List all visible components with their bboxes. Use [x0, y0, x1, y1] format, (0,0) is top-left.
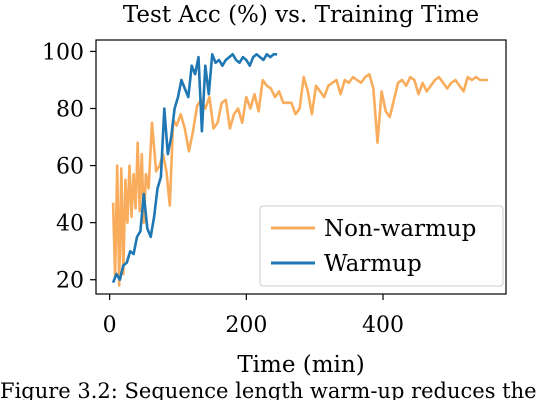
- y-tick-label-40: 40: [56, 212, 84, 237]
- plot-frame: [95, 39, 507, 295]
- axis-ticks: 0 200 400 20 40 60 80 100: [42, 40, 404, 338]
- x-tick-label-0: 0: [103, 313, 117, 338]
- figure-caption: Figure 3.2: Sequence length warm-up redu…: [0, 379, 537, 400]
- chart-title: Test Acc (%) vs. Training Time: [123, 2, 479, 28]
- legend-box: [259, 205, 504, 287]
- x-axis-title: Time (min): [237, 352, 364, 378]
- series-line-warmup: [111, 52, 278, 284]
- legend-label-non-warmup: Non-warmup: [324, 216, 476, 242]
- x-tick-label-200: 200: [225, 313, 267, 338]
- series-lines: [111, 52, 489, 287]
- y-tick-label-60: 60: [56, 155, 84, 180]
- y-tick-label-20: 20: [56, 269, 84, 294]
- x-tick-label-400: 400: [362, 313, 404, 338]
- series-line-non-warmup: [111, 72, 489, 287]
- y-tick-label-100: 100: [42, 40, 84, 65]
- legend-label-warmup: Warmup: [324, 251, 422, 277]
- y-tick-label-80: 80: [56, 97, 84, 122]
- legend: Non-warmup Warmup: [259, 205, 504, 287]
